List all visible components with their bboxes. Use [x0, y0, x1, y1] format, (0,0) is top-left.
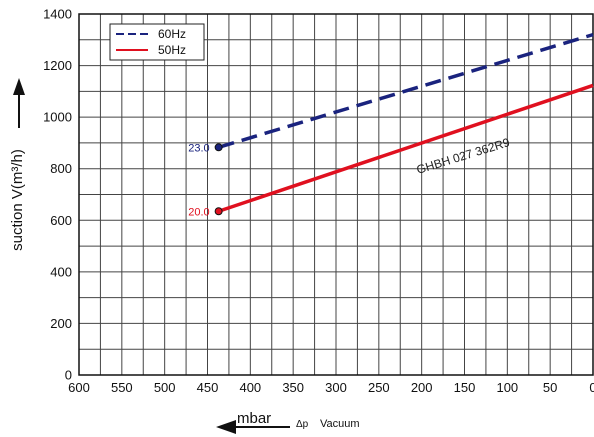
y-axis-arrow — [13, 78, 25, 128]
series-line-50hz — [218, 83, 594, 213]
series-lines: 23.0 20.0 — [188, 32, 594, 218]
x-tick-label: 100 — [496, 380, 518, 395]
series-start-label: 20.0 — [188, 206, 209, 218]
x-tick-label: 450 — [197, 380, 219, 395]
y-tick-label: 400 — [50, 264, 72, 279]
x-tick-label: 400 — [239, 380, 261, 395]
x-tick-label: 350 — [282, 380, 304, 395]
x-tick-label: 150 — [454, 380, 476, 395]
series-start-point — [214, 143, 223, 152]
y-tick-label: 600 — [50, 213, 72, 228]
x-axis-arrow — [216, 420, 290, 434]
grid-lines — [78, 13, 594, 376]
axes — [78, 13, 594, 376]
y-tick-label: 0 — [65, 368, 72, 383]
legend: 60Hz 50Hz — [109, 23, 205, 61]
y-tick-label: 1400 — [43, 7, 72, 22]
x-tick-label: 250 — [368, 380, 390, 395]
series-line-60hz — [218, 32, 594, 149]
x-axis-unit: mbar — [237, 410, 271, 427]
x-tick-label: 50 — [543, 380, 557, 395]
y-tick-label: 1000 — [43, 110, 72, 125]
plot-frame — [78, 13, 594, 376]
y-tick-label: 800 — [50, 161, 72, 176]
x-tick-label: 300 — [325, 380, 347, 395]
x-tick-label: 600 — [68, 380, 90, 395]
series-start-point — [214, 207, 223, 216]
x-tick-label: 0 — [589, 380, 594, 395]
x-tick-label: 500 — [154, 380, 176, 395]
series-start-label: 23.0 — [188, 142, 209, 154]
x-tick-label: 550 — [111, 380, 133, 395]
x-tick-label: 200 — [411, 380, 433, 395]
y-tick-label: 200 — [50, 316, 72, 331]
x-axis-delta: Δp — [296, 419, 309, 430]
y-axis-label: suction V(m³/h) — [9, 149, 26, 251]
legend-label-60hz: 60Hz — [158, 27, 186, 41]
tick-labels: 600 550 500 450 400 350 300 250 200 150 100 50 00200… — [43, 7, 594, 396]
y-tick-label: 1200 — [43, 58, 72, 73]
legend-label-50hz: 50Hz — [158, 43, 186, 57]
x-axis-text: Vacuum — [320, 418, 360, 430]
